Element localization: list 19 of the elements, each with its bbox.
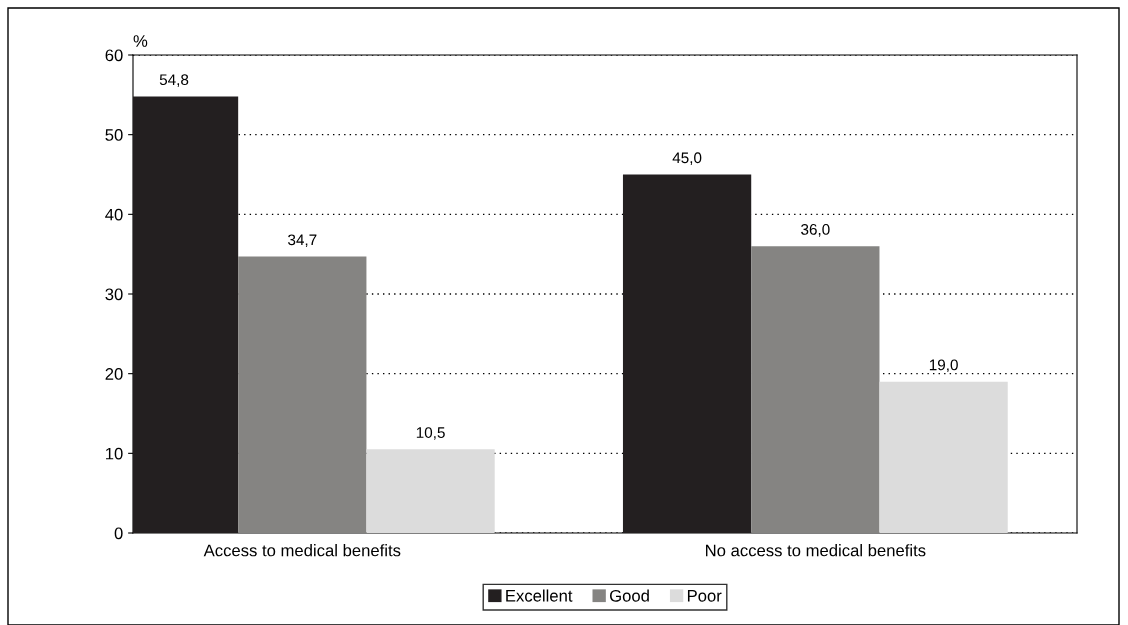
y-tick-label: 40: [105, 208, 123, 221]
y-tick-label: 60: [105, 49, 123, 62]
x-tick-label: No access to medical benefits: [706, 544, 926, 557]
data-label: 36,0: [801, 224, 830, 237]
data-label: 10,5: [416, 427, 445, 440]
legend-label: Good: [610, 589, 649, 602]
y-tick-label: 10: [106, 447, 123, 460]
data-label: 45,0: [672, 152, 702, 165]
y-tick-label: 20: [105, 368, 123, 380]
y-axis-title: %: [133, 35, 148, 47]
y-tick-label: 50: [105, 129, 123, 141]
legend-label: Excellent: [506, 589, 573, 602]
data-label: 19,0: [929, 359, 958, 373]
y-tick-label: 0: [114, 527, 123, 540]
data-label: 34,7: [288, 234, 317, 248]
data-label: 54,8: [159, 74, 189, 87]
y-tick-label: 30: [105, 288, 123, 301]
legend-label: Poor: [687, 590, 722, 602]
x-tick-label: Access to medical benefits: [203, 544, 401, 557]
